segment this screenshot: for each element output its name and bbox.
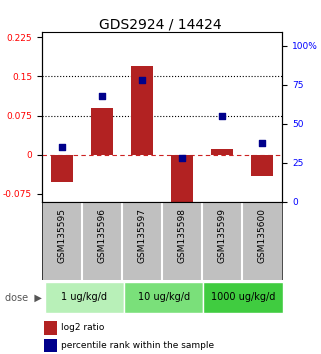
Point	[100, 93, 105, 99]
Point	[220, 113, 225, 119]
Bar	[45, 282, 124, 313]
Text: GSM135600: GSM135600	[258, 208, 267, 263]
Bar	[124, 282, 204, 313]
Text: log2 ratio: log2 ratio	[61, 323, 104, 332]
Text: percentile rank within the sample: percentile rank within the sample	[61, 341, 214, 350]
Point	[260, 140, 265, 145]
Text: 1000 ug/kg/d: 1000 ug/kg/d	[211, 292, 275, 302]
Text: 10 ug/kg/d: 10 ug/kg/d	[138, 292, 190, 302]
Text: GSM135599: GSM135599	[218, 208, 227, 263]
Bar	[211, 149, 233, 155]
Text: 1 ug/kg/d: 1 ug/kg/d	[61, 292, 107, 302]
Point	[140, 78, 145, 83]
Text: GSM135597: GSM135597	[137, 208, 147, 263]
Text: GDS2924 / 14424: GDS2924 / 14424	[99, 18, 222, 32]
Point	[59, 144, 64, 150]
Bar	[44, 321, 57, 335]
Bar	[51, 155, 73, 182]
Bar	[251, 155, 273, 176]
Bar	[204, 282, 283, 313]
Bar	[44, 339, 57, 352]
Text: GSM135598: GSM135598	[178, 208, 187, 263]
Point	[180, 155, 185, 161]
Bar	[91, 108, 113, 155]
Text: GSM135595: GSM135595	[57, 208, 66, 263]
Text: GSM135596: GSM135596	[97, 208, 107, 263]
Text: dose  ▶: dose ▶	[5, 292, 42, 302]
Bar	[171, 155, 193, 203]
Bar	[131, 66, 153, 155]
